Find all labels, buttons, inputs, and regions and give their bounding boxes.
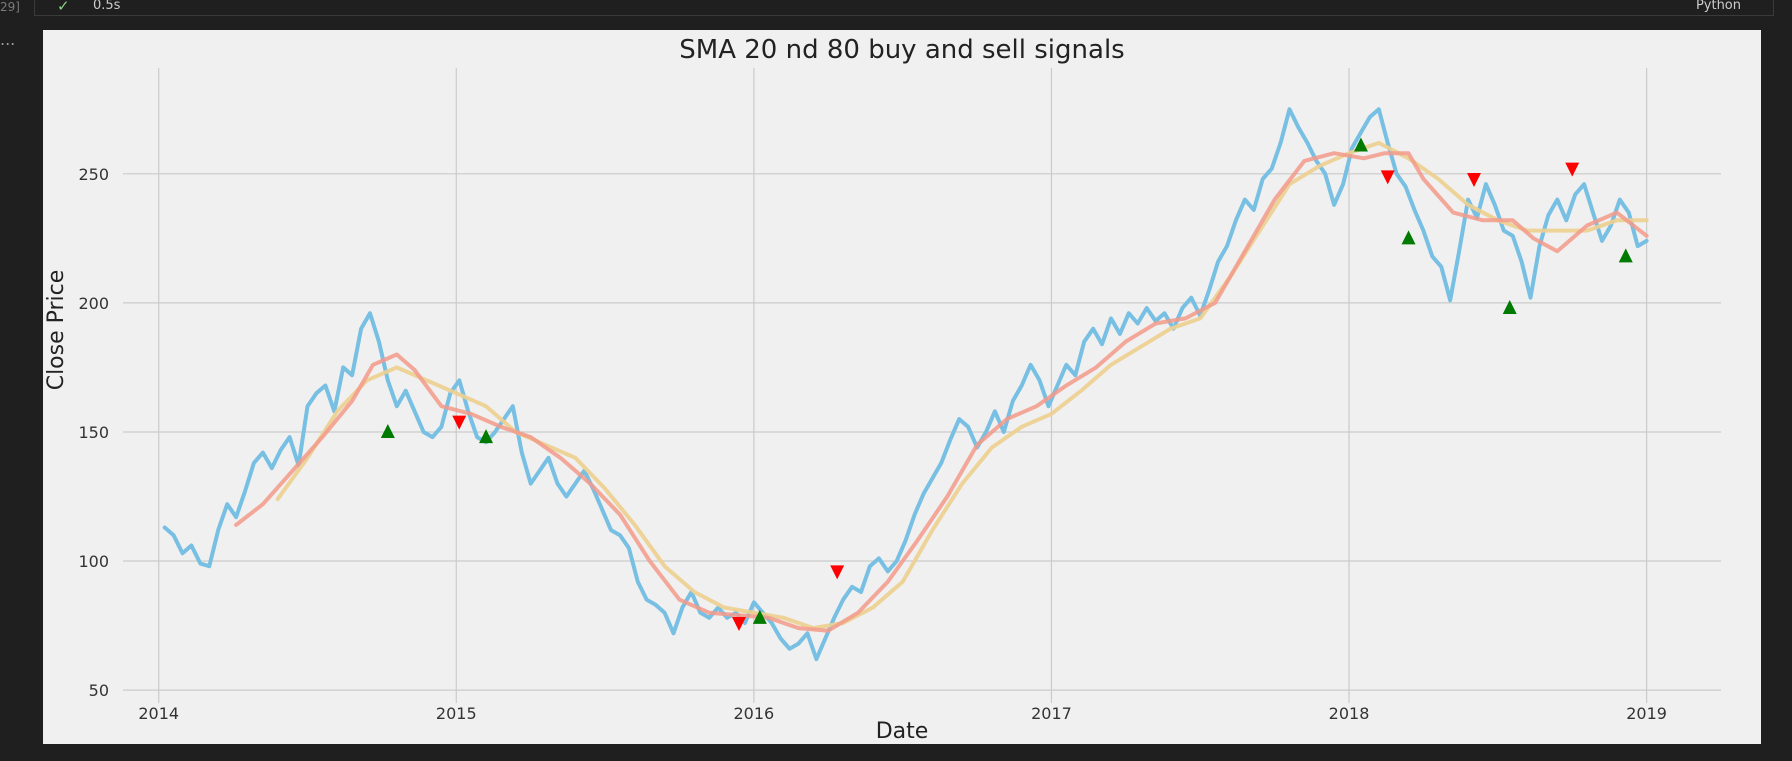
sell-signal-marker — [1565, 162, 1580, 177]
y-axis-label: Close Price — [44, 270, 69, 391]
close-price-line — [162, 107, 1649, 662]
buy-signal-marker — [479, 429, 494, 444]
cell-status-bar: ✓ 0.5s Python — [34, 0, 1774, 16]
buy-signal-marker — [1401, 230, 1416, 245]
buy-signal-marker — [1353, 137, 1368, 152]
cell-output: 50 100 150 200 250 2014 2015 2016 2017 2018 2019 … — [43, 30, 1761, 744]
chart-title: SMA 20 nd 80 buy and sell signals — [679, 35, 1124, 65]
x-tick-label: 2016 — [734, 704, 775, 723]
buy-signal-marker — [752, 609, 767, 624]
x-axis-label: Date — [876, 719, 929, 744]
x-tick-label: 2019 — [1626, 704, 1667, 723]
x-tick-label: 2015 — [436, 704, 477, 723]
signal-markers — [380, 137, 1633, 631]
sell-signal-marker — [452, 415, 467, 430]
execution-count: 29] — [0, 0, 20, 14]
series-lines — [162, 107, 1649, 662]
x-tick-label: 2017 — [1031, 704, 1072, 723]
x-tick-label: 2014 — [138, 704, 179, 723]
y-axis-ticks: 50 100 150 200 250 — [78, 165, 109, 700]
y-tick-label: 250 — [78, 165, 109, 184]
y-tick-label: 50 — [89, 681, 109, 700]
check-icon: ✓ — [57, 0, 70, 15]
cell-header: 29] ✓ 0.5s Python — [0, 0, 1792, 22]
buy-signal-marker — [1618, 248, 1633, 263]
x-axis-ticks: 2014 2015 2016 2017 2018 2019 — [138, 704, 1667, 723]
x-tick-label: 2018 — [1329, 704, 1370, 723]
sma20-line — [234, 151, 1649, 633]
output-menu-icon[interactable]: ... — [0, 30, 16, 49]
buy-signal-marker — [380, 423, 395, 438]
sell-signal-marker — [830, 565, 845, 580]
buy-signal-marker — [1502, 300, 1517, 315]
sell-signal-marker — [731, 616, 746, 631]
y-tick-label: 100 — [78, 552, 109, 571]
y-tick-label: 150 — [78, 423, 109, 442]
sell-signal-marker — [1380, 170, 1395, 185]
sma80-line — [275, 140, 1649, 631]
language-selector[interactable]: Python — [1695, 0, 1741, 13]
y-tick-label: 200 — [78, 294, 109, 313]
execution-time: 0.5s — [93, 0, 121, 13]
sell-signal-marker — [1467, 172, 1482, 187]
